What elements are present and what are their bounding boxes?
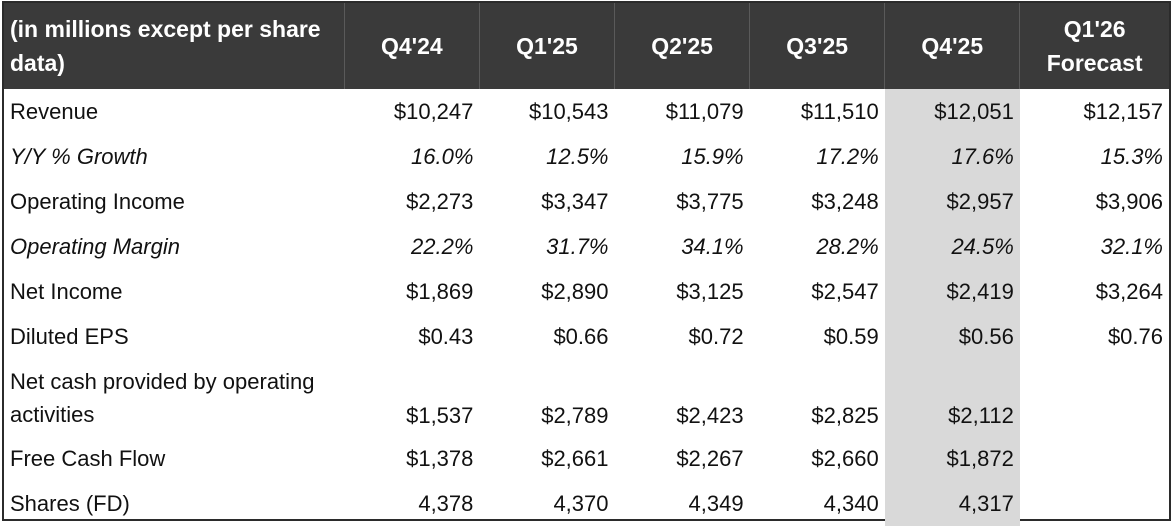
row-operating-margin: Operating Margin 22.2% 31.7% 34.1% 28.2%… [4,224,1169,269]
cell-value-highlighted: 4,317 [884,481,1020,526]
cell-value: $0.72 [688,323,744,349]
cell-value: 4,378 [418,490,474,516]
cell-value: 28.2% [816,233,879,259]
cell-value: 4,340 [823,490,879,516]
cell-value: $2,423 [676,403,744,428]
cell-value: $2,267 [676,445,744,471]
cell-value: $3,248 [811,188,879,214]
cell-value-forecast [1020,436,1169,481]
cell-value-highlighted: 24.5% [884,224,1020,269]
cell-value: $11,510 [800,98,879,124]
column-header-q3-25: Q3'25 [749,3,886,89]
row-label: Shares (FD) [10,490,130,516]
row-label: Free Cash Flow [10,445,166,471]
column-header-q4-24: Q4'24 [344,3,480,89]
cell-value: $2,547 [811,278,879,304]
cell-value: $2,273 [406,188,474,214]
cell-value: 12.5% [546,143,609,169]
cell-value-highlighted: $2,112 [884,359,1020,436]
cell-value: 22.2% [411,233,474,259]
financial-summary-table: (in millions except per share data) Q4'2… [4,3,1169,526]
cell-value-forecast: $0.76 [1107,323,1163,349]
cell-value: $3,347 [541,188,609,214]
cell-value: 34.1% [681,233,744,259]
row-label: Y/Y % Growth [10,143,148,169]
cell-value: 16.0% [411,143,474,169]
column-header-q1-25: Q1'25 [479,3,616,89]
row-shares-fd: Shares (FD) 4,378 4,370 4,349 4,340 4,31… [4,481,1169,526]
row-label: Revenue [10,98,99,124]
cell-value: $3,125 [676,278,744,304]
cell-value: $1,378 [406,445,474,471]
cell-value: $11,079 [665,98,744,124]
cell-value-forecast: $3,906 [1095,188,1163,214]
row-label: Diluted EPS [10,323,129,349]
cell-value-highlighted: 17.6% [884,134,1020,179]
cell-value: 31.7% [546,233,609,259]
cell-value: 4,349 [688,490,744,516]
cell-value-forecast: $3,264 [1095,278,1163,304]
cell-value-highlighted: $0.56 [884,314,1020,359]
row-net-income: Net Income $1,869 $2,890 $3,125 $2,547 $… [4,269,1169,314]
cell-value-highlighted: $12,051 [884,89,1020,134]
cell-value: 15.9% [681,143,744,169]
cell-value: $2,825 [811,403,879,428]
cell-value-forecast: 15.3% [1100,143,1163,169]
cell-value: $2,789 [541,403,609,428]
cell-value-forecast [1020,359,1169,436]
row-free-cash-flow: Free Cash Flow $1,378 $2,661 $2,267 $2,6… [4,436,1169,481]
header-row: (in millions except per share data) Q4'2… [4,3,1169,89]
cell-value: $3,775 [676,188,744,214]
cell-value: $2,661 [541,445,609,471]
cell-value: $1,869 [406,278,474,304]
row-label: Operating Income [10,188,185,214]
cell-value-forecast [1020,481,1169,526]
cell-value: 17.2% [816,143,879,169]
cell-value: $2,890 [541,278,609,304]
row-label: Net cash provided by operating activitie… [10,368,315,427]
cell-value: $0.66 [553,323,609,349]
row-diluted-eps: Diluted EPS $0.43 $0.66 $0.72 $0.59 $0.5… [4,314,1169,359]
row-yy-growth: Y/Y % Growth 16.0% 12.5% 15.9% 17.2% 17.… [4,134,1169,179]
row-label: Operating Margin [10,233,180,259]
row-operating-cash-flow: Net cash provided by operating activitie… [4,359,1169,436]
cell-value-forecast: 32.1% [1100,233,1163,259]
row-label: Net Income [10,278,123,304]
row-operating-income: Operating Income $2,273 $3,347 $3,775 $3… [4,179,1169,224]
cell-value: $0.59 [823,323,879,349]
column-header-q2-25: Q2'25 [614,3,751,89]
cell-value: $1,537 [406,403,474,428]
cell-value-highlighted: $2,957 [884,179,1020,224]
cell-value-forecast: $12,157 [1083,98,1163,124]
cell-value: $2,660 [811,445,879,471]
cell-value-highlighted: $2,419 [884,269,1020,314]
row-revenue: Revenue $10,247 $10,543 $11,079 $11,510 … [4,89,1169,134]
cell-value: $10,247 [393,98,474,124]
cell-value-highlighted: $1,872 [884,436,1020,481]
column-header-forecast: Q1'26 Forecast [1019,3,1169,89]
header-units-label: (in millions except per share data) [4,3,345,89]
column-header-q4-25: Q4'25 [884,3,1021,89]
cell-value: $10,543 [528,98,609,124]
cell-value: $0.43 [418,323,474,349]
cell-value: 4,370 [553,490,609,516]
